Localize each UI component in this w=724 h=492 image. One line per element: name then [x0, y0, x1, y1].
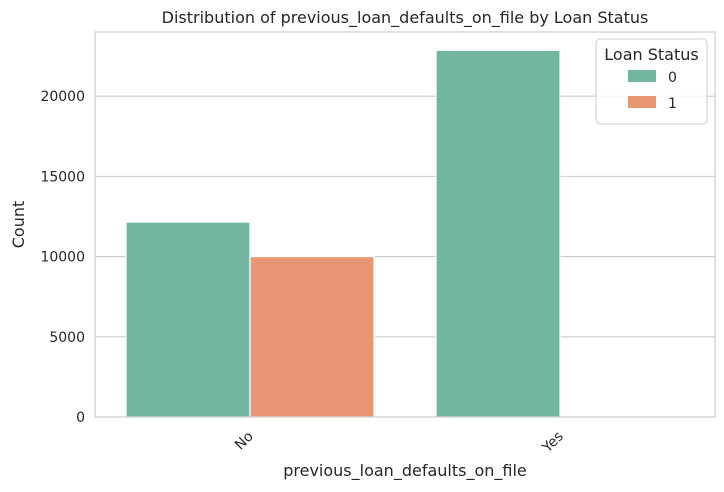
legend-swatch — [628, 96, 656, 108]
bars — [125, 49, 561, 418]
legend-title: Loan Status — [604, 45, 698, 64]
y-tick-label: 5000 — [49, 330, 85, 346]
legend-swatch — [628, 70, 656, 82]
y-tick-label: 15000 — [40, 169, 85, 185]
y-axis-label: Count — [9, 201, 28, 249]
plot-frame — [94, 31, 716, 418]
y-tick-label: 0 — [76, 410, 85, 426]
bar-no-status-0 — [125, 221, 251, 418]
legend-label: 0 — [668, 70, 677, 86]
legend-items: 01 — [628, 70, 677, 112]
y-tick-labels: 0 5000 10000 15000 20000 — [40, 89, 85, 426]
y-tick-label: 20000 — [40, 89, 85, 105]
y-tick-label: 10000 — [40, 250, 85, 266]
x-tick-label: No — [232, 429, 257, 454]
x-tick-label: Yes — [539, 429, 567, 457]
legend: Loan Status 01 — [595, 38, 708, 125]
bar-no-status-1 — [249, 255, 375, 418]
chart-title: Distribution of previous_loan_defaults_o… — [162, 8, 649, 28]
bar-yes-status-0 — [435, 49, 561, 418]
legend-label: 1 — [668, 96, 677, 112]
x-axis-label: previous_loan_defaults_on_file — [283, 461, 527, 481]
x-tick-labels: No Yes — [232, 429, 567, 457]
